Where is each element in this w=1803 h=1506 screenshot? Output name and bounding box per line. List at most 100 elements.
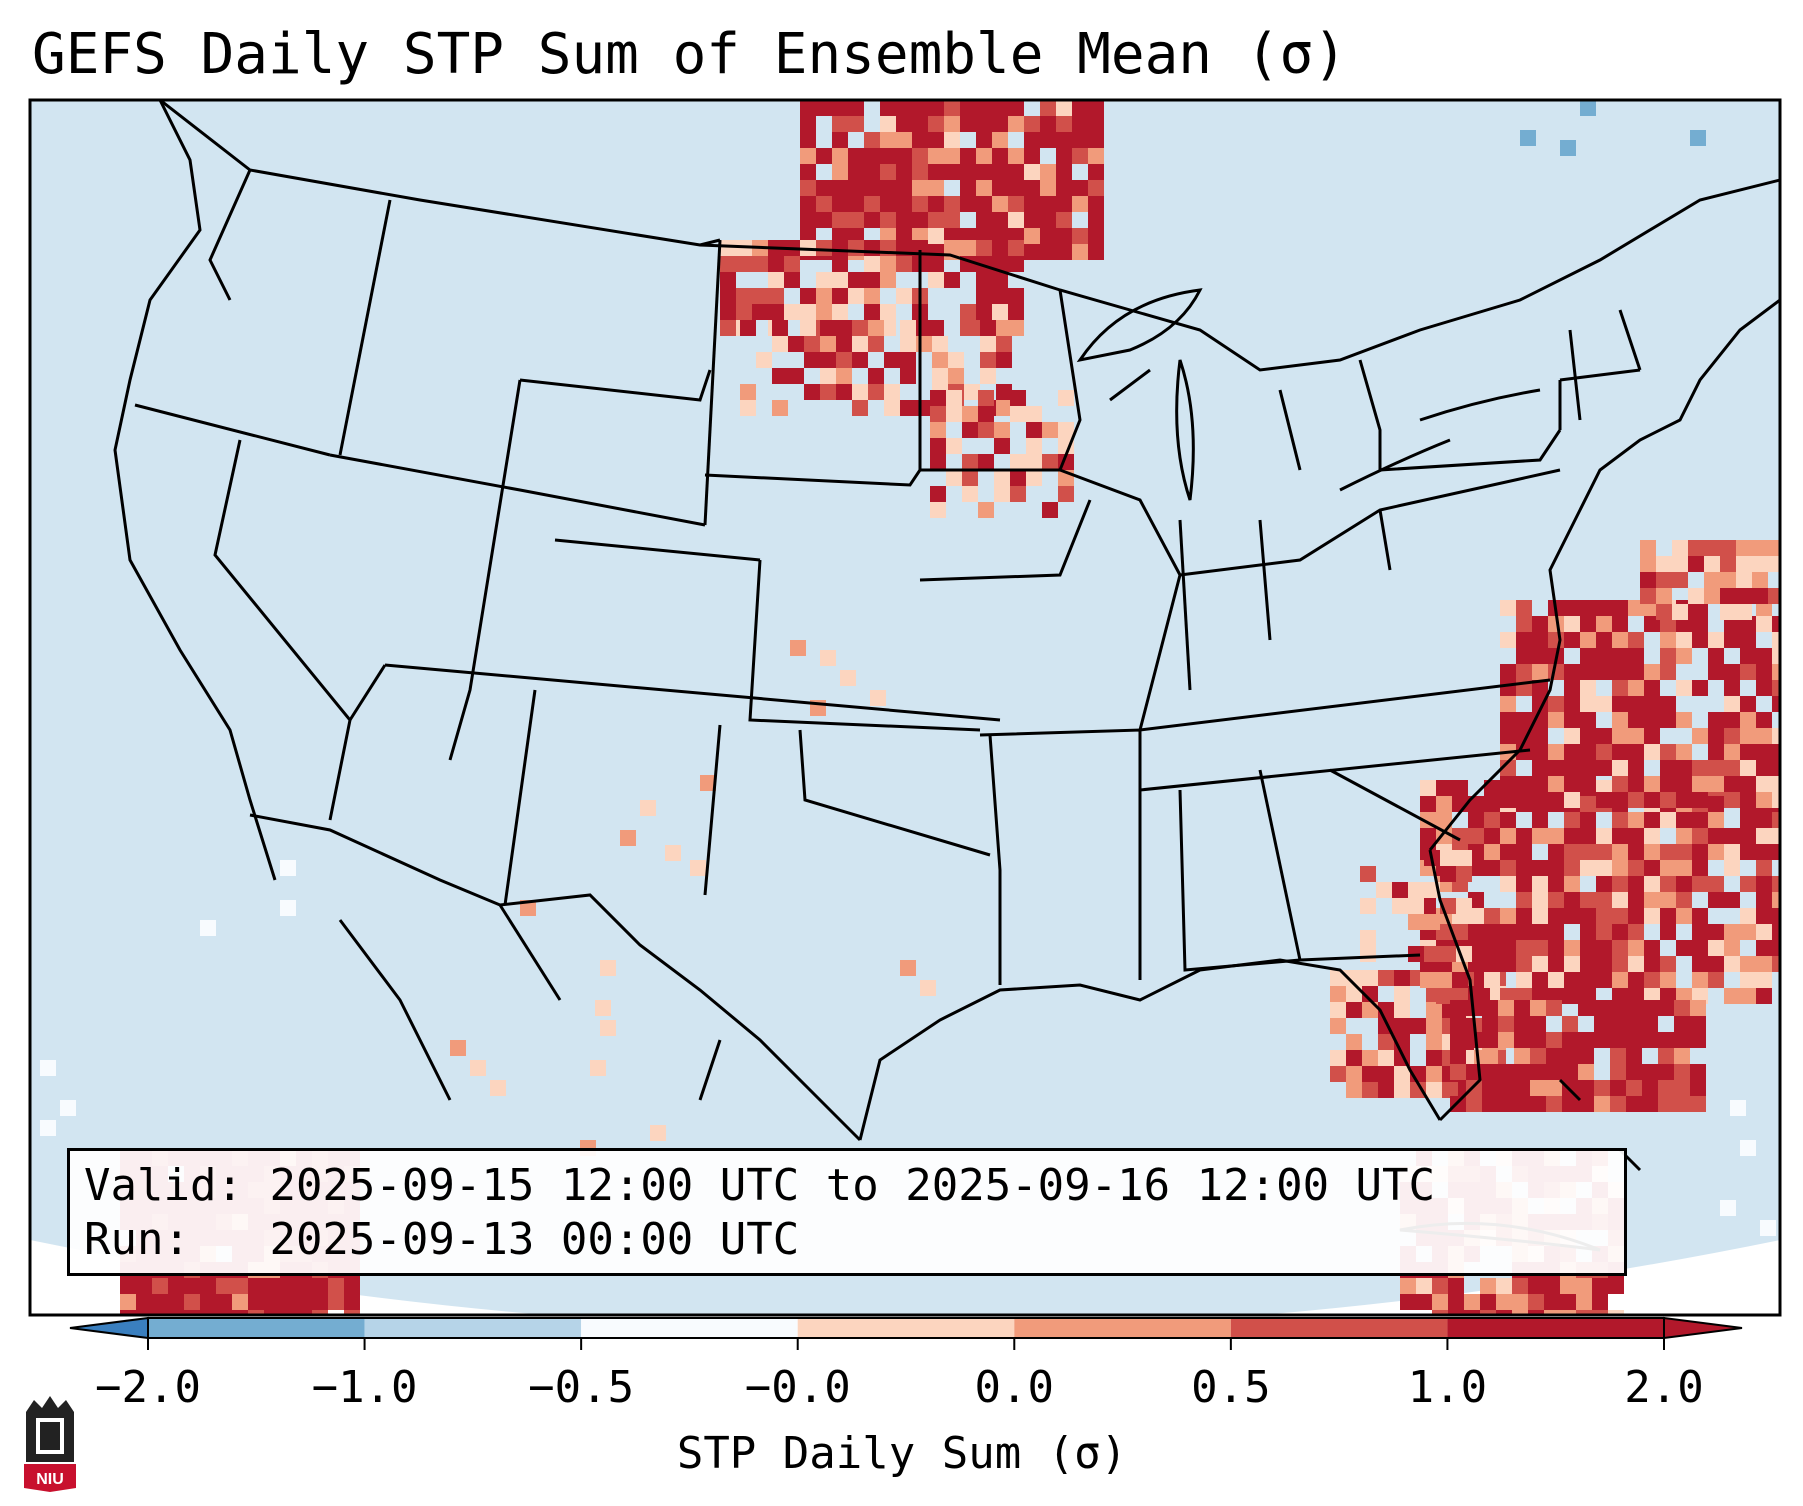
stp-cell bbox=[640, 800, 656, 816]
stp-cell bbox=[232, 1278, 248, 1294]
stp-cell bbox=[1676, 908, 1692, 924]
stp-cell bbox=[1708, 664, 1724, 680]
stp-cell bbox=[296, 1310, 312, 1315]
stp-cell bbox=[816, 196, 832, 212]
stp-cell bbox=[1530, 1064, 1546, 1080]
stp-cell bbox=[800, 196, 816, 212]
stp-cell bbox=[1660, 696, 1676, 712]
stp-cell bbox=[264, 1310, 280, 1315]
stp-cell bbox=[1772, 696, 1780, 712]
stp-cell bbox=[1640, 540, 1656, 556]
stp-cell bbox=[880, 304, 896, 320]
stp-cell bbox=[1532, 828, 1548, 844]
stp-cell bbox=[60, 1100, 76, 1116]
stp-cell bbox=[1040, 228, 1056, 244]
stp-cell bbox=[900, 960, 916, 976]
stp-cell bbox=[1530, 1032, 1546, 1048]
colorbar-tick-label: −0.0 bbox=[744, 1362, 851, 1413]
stp-cell bbox=[1724, 988, 1740, 1004]
stp-cell bbox=[756, 352, 772, 368]
stp-cell bbox=[1692, 940, 1708, 956]
stp-cell bbox=[1378, 970, 1394, 986]
stp-cell bbox=[1530, 1096, 1546, 1112]
stp-cell bbox=[1548, 632, 1564, 648]
stp-cell bbox=[200, 920, 216, 936]
stp-cell bbox=[1708, 728, 1724, 744]
stp-cell bbox=[896, 180, 912, 196]
stp-cell bbox=[896, 212, 912, 228]
stp-cell bbox=[1736, 604, 1752, 620]
stp-cell bbox=[1772, 812, 1780, 828]
stp-cell bbox=[944, 100, 960, 116]
stp-cell bbox=[1644, 828, 1660, 844]
stp-cell bbox=[864, 272, 880, 288]
stp-cell bbox=[120, 1310, 136, 1315]
stp-cell bbox=[1532, 776, 1548, 792]
stp-cell bbox=[1464, 1310, 1480, 1315]
stp-cell bbox=[928, 196, 944, 212]
stp-cell bbox=[896, 164, 912, 180]
stp-cell bbox=[880, 272, 896, 288]
stp-cell bbox=[1548, 876, 1564, 892]
stp-cell bbox=[1500, 728, 1516, 744]
stp-cell bbox=[1548, 828, 1564, 844]
stp-cell bbox=[896, 148, 912, 164]
stp-cell bbox=[1528, 1294, 1544, 1310]
stp-cell bbox=[1548, 616, 1564, 632]
stp-cell bbox=[944, 132, 960, 148]
stp-cell bbox=[1690, 1096, 1706, 1112]
stp-cell bbox=[1708, 744, 1724, 760]
stp-cell bbox=[928, 164, 944, 180]
stp-cell bbox=[1660, 812, 1676, 828]
stp-cell bbox=[1660, 844, 1676, 860]
stp-cell bbox=[1580, 908, 1596, 924]
stp-cell bbox=[1612, 648, 1628, 664]
stp-cell bbox=[1642, 1064, 1658, 1080]
stp-cell bbox=[1752, 556, 1768, 572]
stp-cell bbox=[1564, 776, 1580, 792]
stp-cell bbox=[1532, 908, 1548, 924]
stp-cell bbox=[1578, 1080, 1594, 1096]
stp-cell bbox=[1580, 860, 1596, 876]
stp-cell bbox=[800, 116, 816, 132]
stp-cell bbox=[848, 116, 864, 132]
stp-cell bbox=[1628, 828, 1644, 844]
stp-cell bbox=[1740, 776, 1756, 792]
stp-cell bbox=[848, 212, 864, 228]
stp-cell bbox=[1578, 1000, 1594, 1016]
stp-cell bbox=[1580, 100, 1596, 116]
stp-cell bbox=[1724, 696, 1740, 712]
stp-cell bbox=[852, 352, 868, 368]
stp-cell bbox=[1772, 744, 1780, 760]
stp-cell bbox=[964, 384, 980, 400]
stp-cell bbox=[1072, 132, 1088, 148]
stp-cell bbox=[1008, 116, 1024, 132]
stp-cell bbox=[1580, 796, 1596, 812]
stp-cell bbox=[1548, 908, 1564, 924]
stp-cell bbox=[1452, 780, 1468, 796]
stp-cell bbox=[280, 1310, 296, 1315]
stp-cell bbox=[690, 860, 706, 876]
stp-cell bbox=[1072, 100, 1088, 116]
stp-cell bbox=[1360, 930, 1376, 946]
stp-cell bbox=[1362, 1050, 1378, 1066]
stp-cell bbox=[1468, 812, 1484, 828]
stp-cell bbox=[232, 1294, 248, 1310]
stp-cell bbox=[1564, 616, 1580, 632]
stp-cell bbox=[1612, 908, 1628, 924]
stp-cell bbox=[1042, 502, 1058, 518]
stp-cell bbox=[1448, 1278, 1464, 1294]
stp-cell bbox=[996, 400, 1012, 416]
stp-cell bbox=[1692, 924, 1708, 940]
stp-cell bbox=[1760, 1220, 1776, 1236]
stp-cell bbox=[1516, 712, 1532, 728]
stp-cell bbox=[1546, 1064, 1562, 1080]
stp-cell bbox=[1088, 180, 1104, 196]
stp-cell bbox=[978, 406, 994, 422]
stp-cell bbox=[1008, 212, 1024, 228]
stp-cell bbox=[1594, 1016, 1610, 1032]
stp-cell bbox=[1724, 892, 1740, 908]
stp-cell bbox=[1730, 1100, 1746, 1116]
stp-cell bbox=[1088, 116, 1104, 132]
stp-cell bbox=[1660, 892, 1676, 908]
